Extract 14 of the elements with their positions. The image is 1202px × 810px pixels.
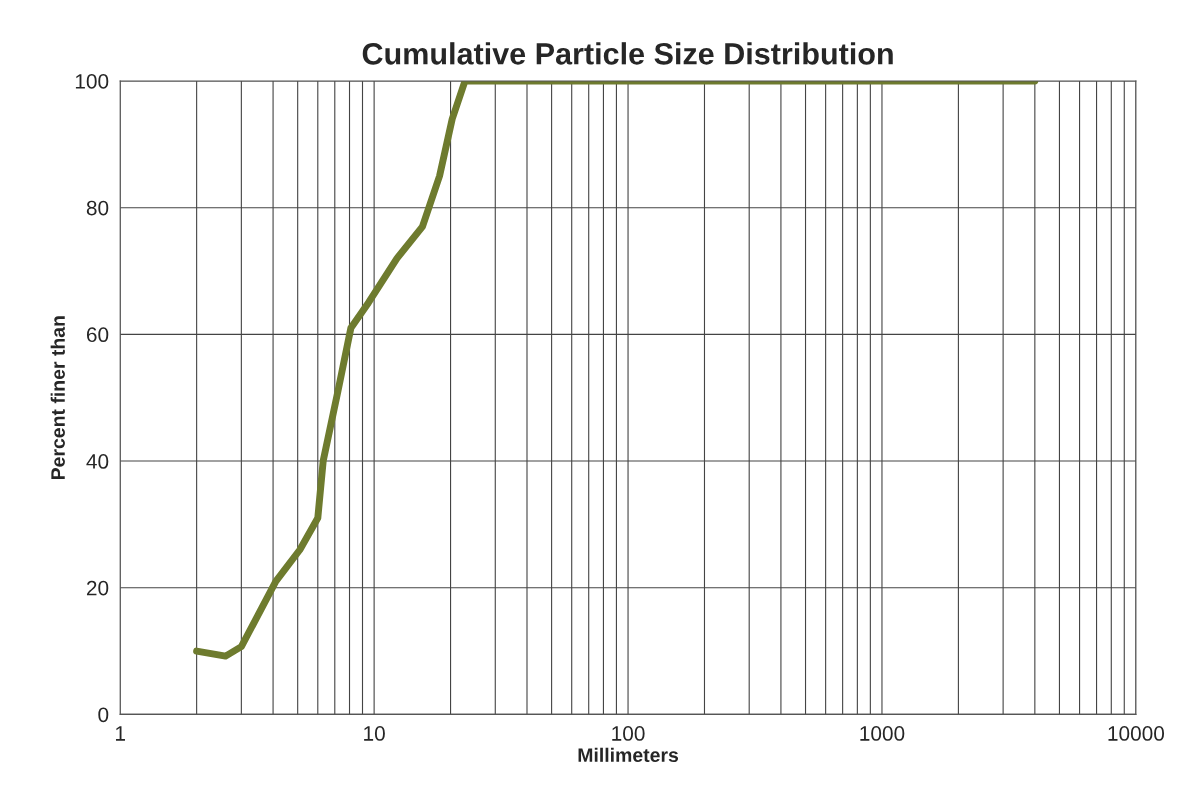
x-axis-title: Millimeters bbox=[578, 747, 679, 763]
x-tick-label: 10000 bbox=[1108, 726, 1165, 741]
x-tick-label: 1 bbox=[116, 726, 125, 741]
y-tick-label: 80 bbox=[86, 200, 109, 216]
x-tick-label: 100 bbox=[612, 726, 645, 741]
y-tick-label: 20 bbox=[86, 580, 109, 596]
y-tick-label: 100 bbox=[75, 74, 109, 89]
y-tick-label: 60 bbox=[86, 327, 109, 343]
x-tick-label: 10 bbox=[364, 726, 385, 741]
y-tick-label: 0 bbox=[98, 707, 109, 723]
chart-title: Cumulative Particle Size Distribution bbox=[362, 42, 893, 65]
y-tick-label: 40 bbox=[86, 454, 109, 469]
y-axis-title: Percent finer than bbox=[50, 316, 65, 480]
x-tick-label: 1000 bbox=[860, 726, 905, 741]
